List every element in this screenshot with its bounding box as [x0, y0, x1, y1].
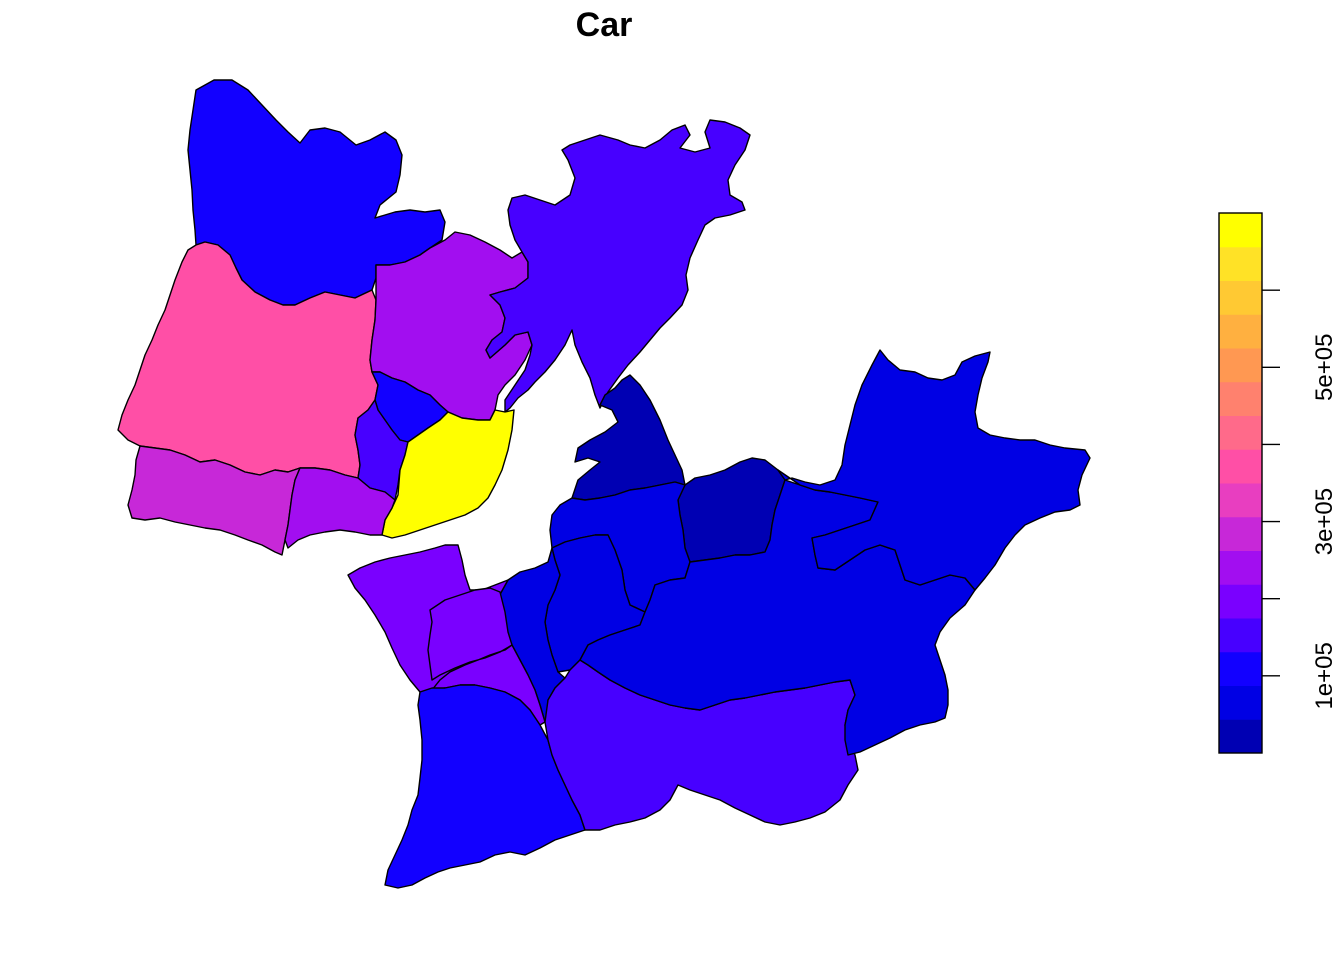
legend-swatch — [1219, 516, 1262, 551]
legend-swatch — [1219, 719, 1262, 754]
legend-colorbar: 1e+05 3e+05 5e+05 — [1218, 212, 1338, 754]
legend-swatch — [1219, 584, 1262, 619]
map-title: Car — [576, 6, 633, 44]
legend-swatch — [1219, 449, 1262, 484]
region-alcochete — [571, 374, 686, 501]
legend-swatches — [1219, 213, 1262, 754]
region-montijo-east — [777, 349, 1091, 591]
region-oeiras — [284, 467, 396, 549]
legend-swatch — [1219, 246, 1262, 281]
legend-swatch — [1219, 415, 1262, 450]
legend-swatch — [1219, 348, 1262, 383]
legend-tick-label: 1e+05 — [1311, 642, 1338, 709]
legend-swatch — [1219, 550, 1262, 585]
legend-swatch — [1219, 685, 1262, 720]
legend-swatch — [1219, 280, 1262, 315]
legend-frame — [1218, 212, 1263, 754]
map-regions — [117, 79, 1091, 889]
region-cascais — [127, 445, 301, 556]
legend-tick-label: 5e+05 — [1311, 334, 1338, 401]
legend-ticks: 1e+05 3e+05 5e+05 — [1262, 289, 1338, 710]
region-amadora — [354, 399, 409, 501]
legend-swatch — [1219, 651, 1262, 686]
legend-tick-label: 3e+05 — [1311, 488, 1338, 555]
legend-swatch — [1219, 381, 1262, 416]
legend-swatch — [1219, 483, 1262, 518]
legend-swatch — [1219, 618, 1262, 653]
region-sesimbra — [384, 684, 586, 889]
legend-swatch — [1219, 314, 1262, 349]
region-palmela — [579, 479, 976, 756]
legend-swatch — [1219, 213, 1262, 248]
region-vila-franca — [485, 119, 751, 413]
